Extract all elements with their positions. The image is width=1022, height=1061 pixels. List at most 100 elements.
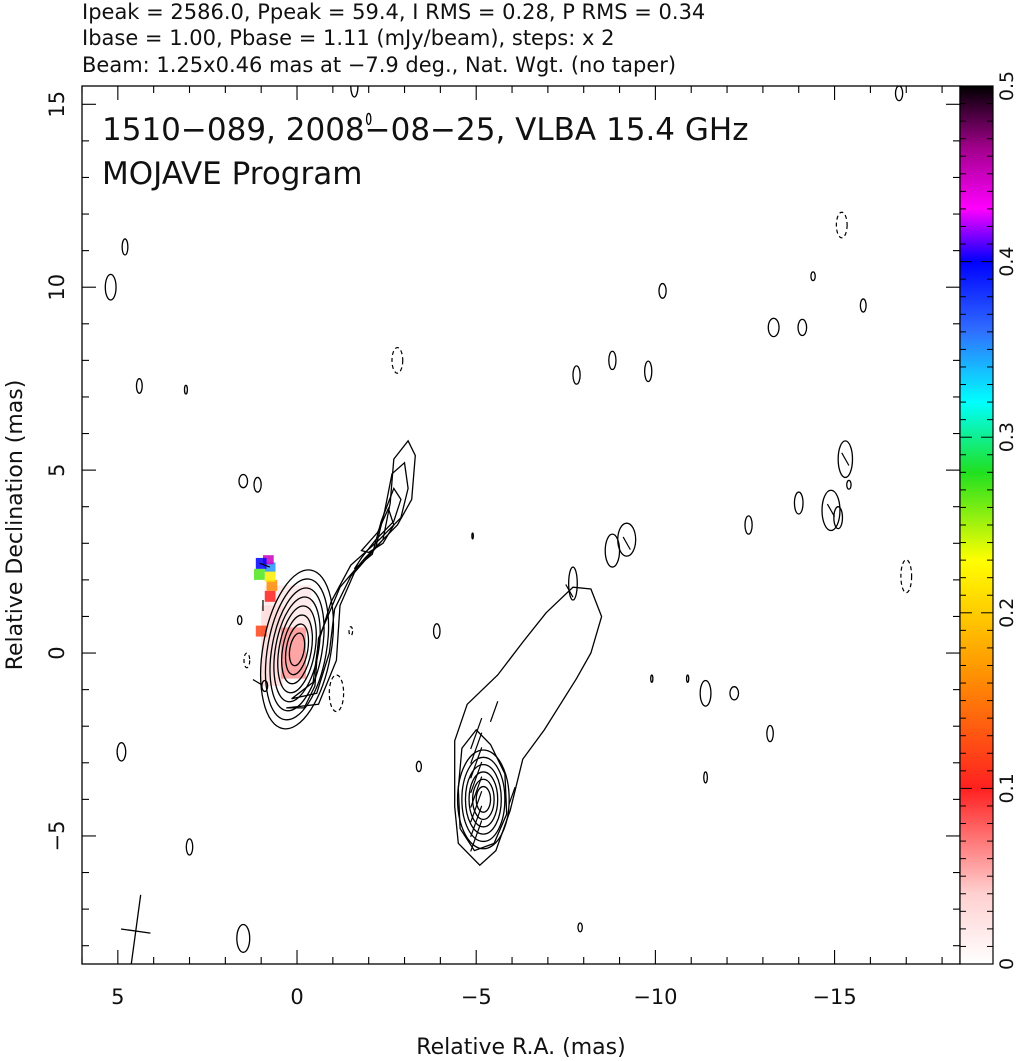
plot-frame — [81, 85, 961, 965]
x-axis-label: Relative R.A. (mas) — [416, 1035, 625, 1060]
polarization-pixel — [262, 555, 274, 565]
noise-contour — [744, 515, 753, 535]
noise-contour — [116, 742, 127, 762]
core-contour — [273, 596, 321, 703]
y-tick-label: 15 — [45, 91, 69, 118]
map-title: 1510−089, 2008−08−25, VLBA 15.4 GHz — [102, 112, 748, 148]
evpa-vector — [470, 805, 483, 837]
noise-contour — [471, 532, 474, 540]
core-contour — [277, 605, 317, 694]
colorbar-tick-label: 0.3 — [996, 422, 1018, 452]
x-tick-label: −5 — [461, 985, 492, 1009]
core-contour — [281, 614, 314, 685]
noise-contour — [699, 679, 712, 707]
colorbar-ticks: 0 0.1 0.2 0.3 0.4 0.5 — [960, 71, 1018, 970]
evpa-vector — [489, 701, 499, 723]
noise-contour — [365, 112, 372, 126]
y-tick-label: 5 — [45, 463, 69, 476]
noise-contour — [617, 522, 637, 557]
noise-contour — [894, 86, 904, 102]
knot-contour — [471, 778, 495, 821]
noise-contour — [643, 360, 653, 383]
y-tick-label: 10 — [45, 274, 69, 301]
x-tick-label: −10 — [633, 985, 677, 1009]
evpa-vector — [826, 503, 836, 517]
core-contour — [288, 632, 306, 667]
knot-contour — [461, 756, 506, 843]
noise-contour — [572, 365, 581, 385]
core-contour — [260, 569, 334, 730]
jet-contour — [457, 728, 508, 852]
noise-contour — [837, 440, 854, 479]
noise-contour — [703, 771, 709, 784]
negative-contour — [328, 674, 345, 713]
noise-contour — [608, 350, 617, 371]
y-tick-labels: −5 0 5 10 15 — [45, 91, 69, 852]
polarization-pixel — [255, 625, 267, 637]
colorbar-tick-label: 0.4 — [996, 246, 1018, 276]
polarization-pixel — [264, 562, 276, 572]
noise-contour — [729, 686, 740, 701]
colorbar-tick-label: 0.2 — [996, 598, 1018, 628]
polarization-pixel — [264, 590, 276, 602]
polarization-pixel — [264, 570, 276, 582]
noise-contour — [236, 923, 251, 953]
noise-contour — [135, 378, 143, 394]
knot-contour — [464, 763, 502, 835]
noise-contour — [432, 623, 441, 640]
noise-contour — [650, 674, 654, 683]
polarization-pixel — [266, 579, 278, 591]
evpa-vector — [470, 791, 483, 823]
negative-contour — [900, 559, 913, 594]
noise-contour — [568, 566, 578, 601]
noise-contour — [238, 473, 249, 489]
y-tick-label: −5 — [45, 820, 69, 851]
header-line-3: Beam: 1.25x0.46 mas at −7.9 deg., Nat. W… — [82, 53, 676, 77]
noise-contour — [846, 479, 852, 490]
negative-contour — [348, 626, 354, 637]
colorbar-tick-label: 0.1 — [996, 773, 1018, 803]
header-line-1: Ipeak = 2586.0, Ppeak = 59.4, I RMS = 0.… — [82, 0, 705, 24]
noise-contour — [821, 489, 841, 532]
x-tick-labels: 5 0 −5 −10 −15 — [111, 985, 857, 1009]
core-contour — [264, 578, 330, 721]
evpa-vector — [565, 584, 574, 598]
core-contour — [284, 623, 310, 676]
negative-contour — [835, 211, 848, 239]
noise-contour — [261, 679, 269, 693]
negative-contour — [391, 346, 404, 374]
evpa-vector — [470, 776, 483, 808]
x-tick-label: 0 — [290, 985, 303, 1009]
noise-contour — [859, 298, 867, 313]
header-line-2: Ibase = 1.00, Pbase = 1.11 (mJy/beam), s… — [82, 26, 614, 50]
noise-contour — [658, 282, 667, 299]
evpa-vector — [508, 786, 516, 805]
noise-contour — [104, 273, 117, 301]
noise-contour — [793, 491, 804, 515]
evpa-vector — [470, 717, 483, 750]
beam-minor-axis — [120, 928, 151, 934]
y-tick-label: 0 — [45, 646, 69, 659]
noise-contour — [833, 506, 844, 530]
noise-contour — [236, 615, 243, 626]
noise-contour — [767, 317, 780, 338]
negative-contour — [243, 652, 251, 669]
axis-ticks — [81, 86, 960, 964]
jet-contour — [360, 506, 395, 554]
knot-contour — [468, 771, 499, 828]
evpa-vector — [470, 761, 483, 794]
noise-contour — [577, 922, 583, 933]
noise-contour — [121, 238, 129, 256]
colorbar-tick-label: 0.5 — [996, 71, 1018, 101]
jet-contour — [291, 461, 409, 700]
knot-contour — [456, 749, 510, 850]
evpa-vector — [470, 820, 483, 852]
x-tick-label: 5 — [111, 985, 124, 1009]
evpa-vector — [841, 452, 850, 466]
x-tick-label: −15 — [812, 985, 856, 1009]
evpa-vector — [470, 747, 483, 779]
polarization-pixel — [254, 568, 265, 580]
evpa-vector — [622, 536, 631, 550]
noise-contour — [253, 476, 262, 493]
